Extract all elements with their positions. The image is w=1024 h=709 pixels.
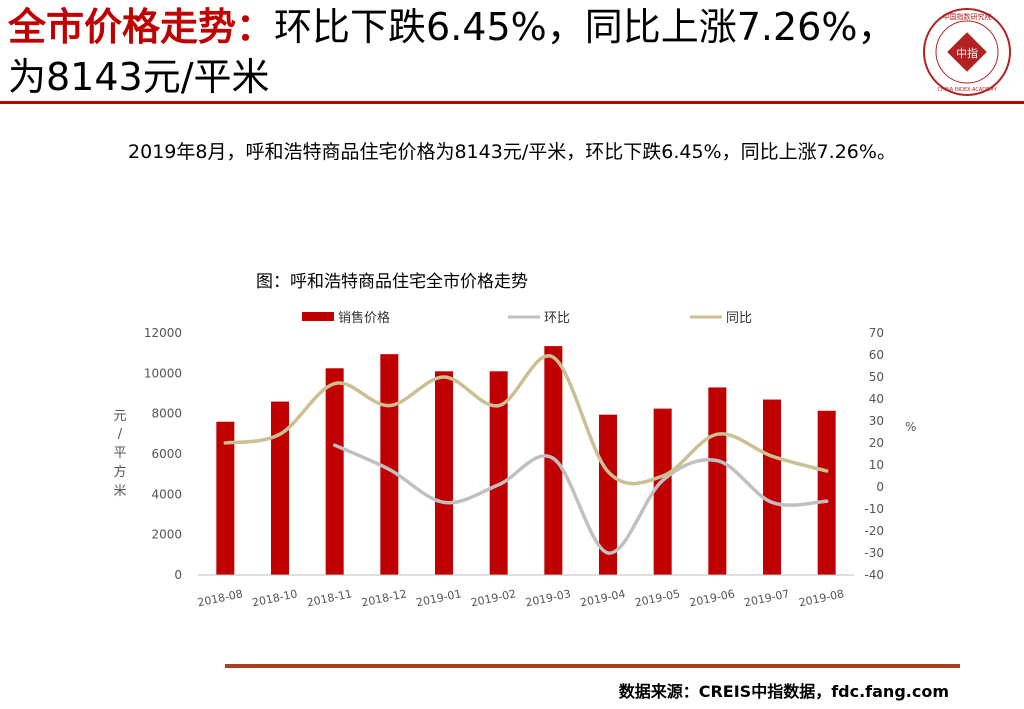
price-bar [380,354,399,575]
right-tick-label: 20 [869,436,884,450]
right-tick-label: 40 [869,392,884,406]
left-tick-label: 4000 [151,487,182,501]
x-tick-label: 2019-04 [579,587,627,609]
price-bar [325,368,344,575]
chart-title: 图：呼和浩特商品住宅全市价格走势 [256,272,528,292]
x-tick-label: 2019-02 [470,587,518,609]
left-tick-label: 10000 [144,366,182,380]
right-tick-label: -20 [864,524,884,538]
footer-divider [225,664,960,668]
price-bar [708,387,727,575]
x-tick-label: 2018-10 [251,587,299,609]
right-tick-label: 10 [869,458,884,472]
chart-legend: 销售价格 环比 同比 [302,310,752,326]
left-axis-label-char: 米 [113,484,126,499]
left-axis-label-char: 平 [113,446,126,461]
left-axis-label-char: 方 [113,464,126,480]
price-bar [489,371,508,575]
page-title: 全市价格走势：环比下跌6.45%，同比上涨7.26%，为8143元/平米 [8,2,898,102]
price-bar [599,414,617,575]
x-tick-label: 2019-08 [798,587,846,609]
left-tick-label: 0 [174,568,182,582]
x-tick-label: 2019-05 [634,587,682,609]
right-tick-label: 60 [869,348,884,362]
x-tick-label: 2019-07 [743,587,791,609]
logo-center-text: 中指 [956,46,978,60]
x-tick-label: 2018-11 [306,587,354,609]
summary-text: 2019年8月，呼和浩特商品住宅价格为8143元/平米，环比下跌6.45%，同比… [128,141,896,163]
right-axis-label: % [905,420,916,434]
right-tick-label: 0 [876,480,884,494]
legend-swatch-0 [302,312,334,321]
price-bar [271,401,289,575]
data-source: 数据来源：CREIS中指数据，fdc.fang.com [618,682,949,701]
legend-label-0: 销售价格 [338,310,390,326]
x-tick-label: 2018-08 [196,587,244,609]
legend-label-2: 同比 [726,311,752,326]
price-bar [763,399,781,575]
x-tick-label: 2019-03 [524,587,572,609]
right-tick-label: 50 [869,370,884,384]
price-bar [817,410,836,575]
price-bar [435,371,453,575]
percent-lines [223,354,829,555]
right-tick-label: 70 [869,326,884,340]
title-rest: 环比下跌6.45%，同比上涨7.26%，为8143元/平米 [8,5,896,99]
line-series-0 [332,443,829,555]
right-tick-label: -30 [864,546,884,560]
left-tick-label: 2000 [151,528,182,542]
price-bars [216,346,836,575]
title-divider [0,101,1024,104]
left-axis-label-1: 元 [113,409,126,424]
price-bar [216,421,235,575]
left-tick-label: 12000 [144,326,182,340]
left-tick-label: 8000 [151,407,182,421]
price-trend-chart: 图：呼和浩特商品住宅全市价格走势 销售价格 环比 同比 0 2000 4000 6000 8… [113,272,916,609]
right-axis: -40 -30 -20 -10 0 10 20 30 40 50 60 70% [864,326,916,582]
line-series-1 [223,354,829,486]
x-tick-label: 2018-12 [360,587,408,609]
logo-bottom-text: CHINA INDEX ACADEMY [937,87,997,93]
left-axis: 0 2000 4000 6000 8000 10000 12000 元 / 平方米 [113,326,182,582]
right-tick-label: 30 [869,414,884,428]
left-axis-slash: / [118,427,123,442]
legend-label-1: 环比 [544,311,570,326]
right-tick-label: -10 [864,502,884,516]
china-index-academy-logo: 中指 中国指数研究院 CHINA INDEX ACADEMY [921,6,1013,98]
price-bar [653,408,672,575]
logo-top-text: 中国指数研究院 [943,12,992,21]
left-tick-label: 6000 [151,447,182,461]
x-tick-label: 2019-06 [688,587,736,609]
x-tick-label: 2019-01 [415,587,463,609]
title-highlight: 全市价格走势： [8,5,275,49]
x-axis: 2018-08 2018-10 2018-11 2018-12 2019-01 2019-… [196,574,854,609]
right-tick-label: -40 [864,568,884,582]
